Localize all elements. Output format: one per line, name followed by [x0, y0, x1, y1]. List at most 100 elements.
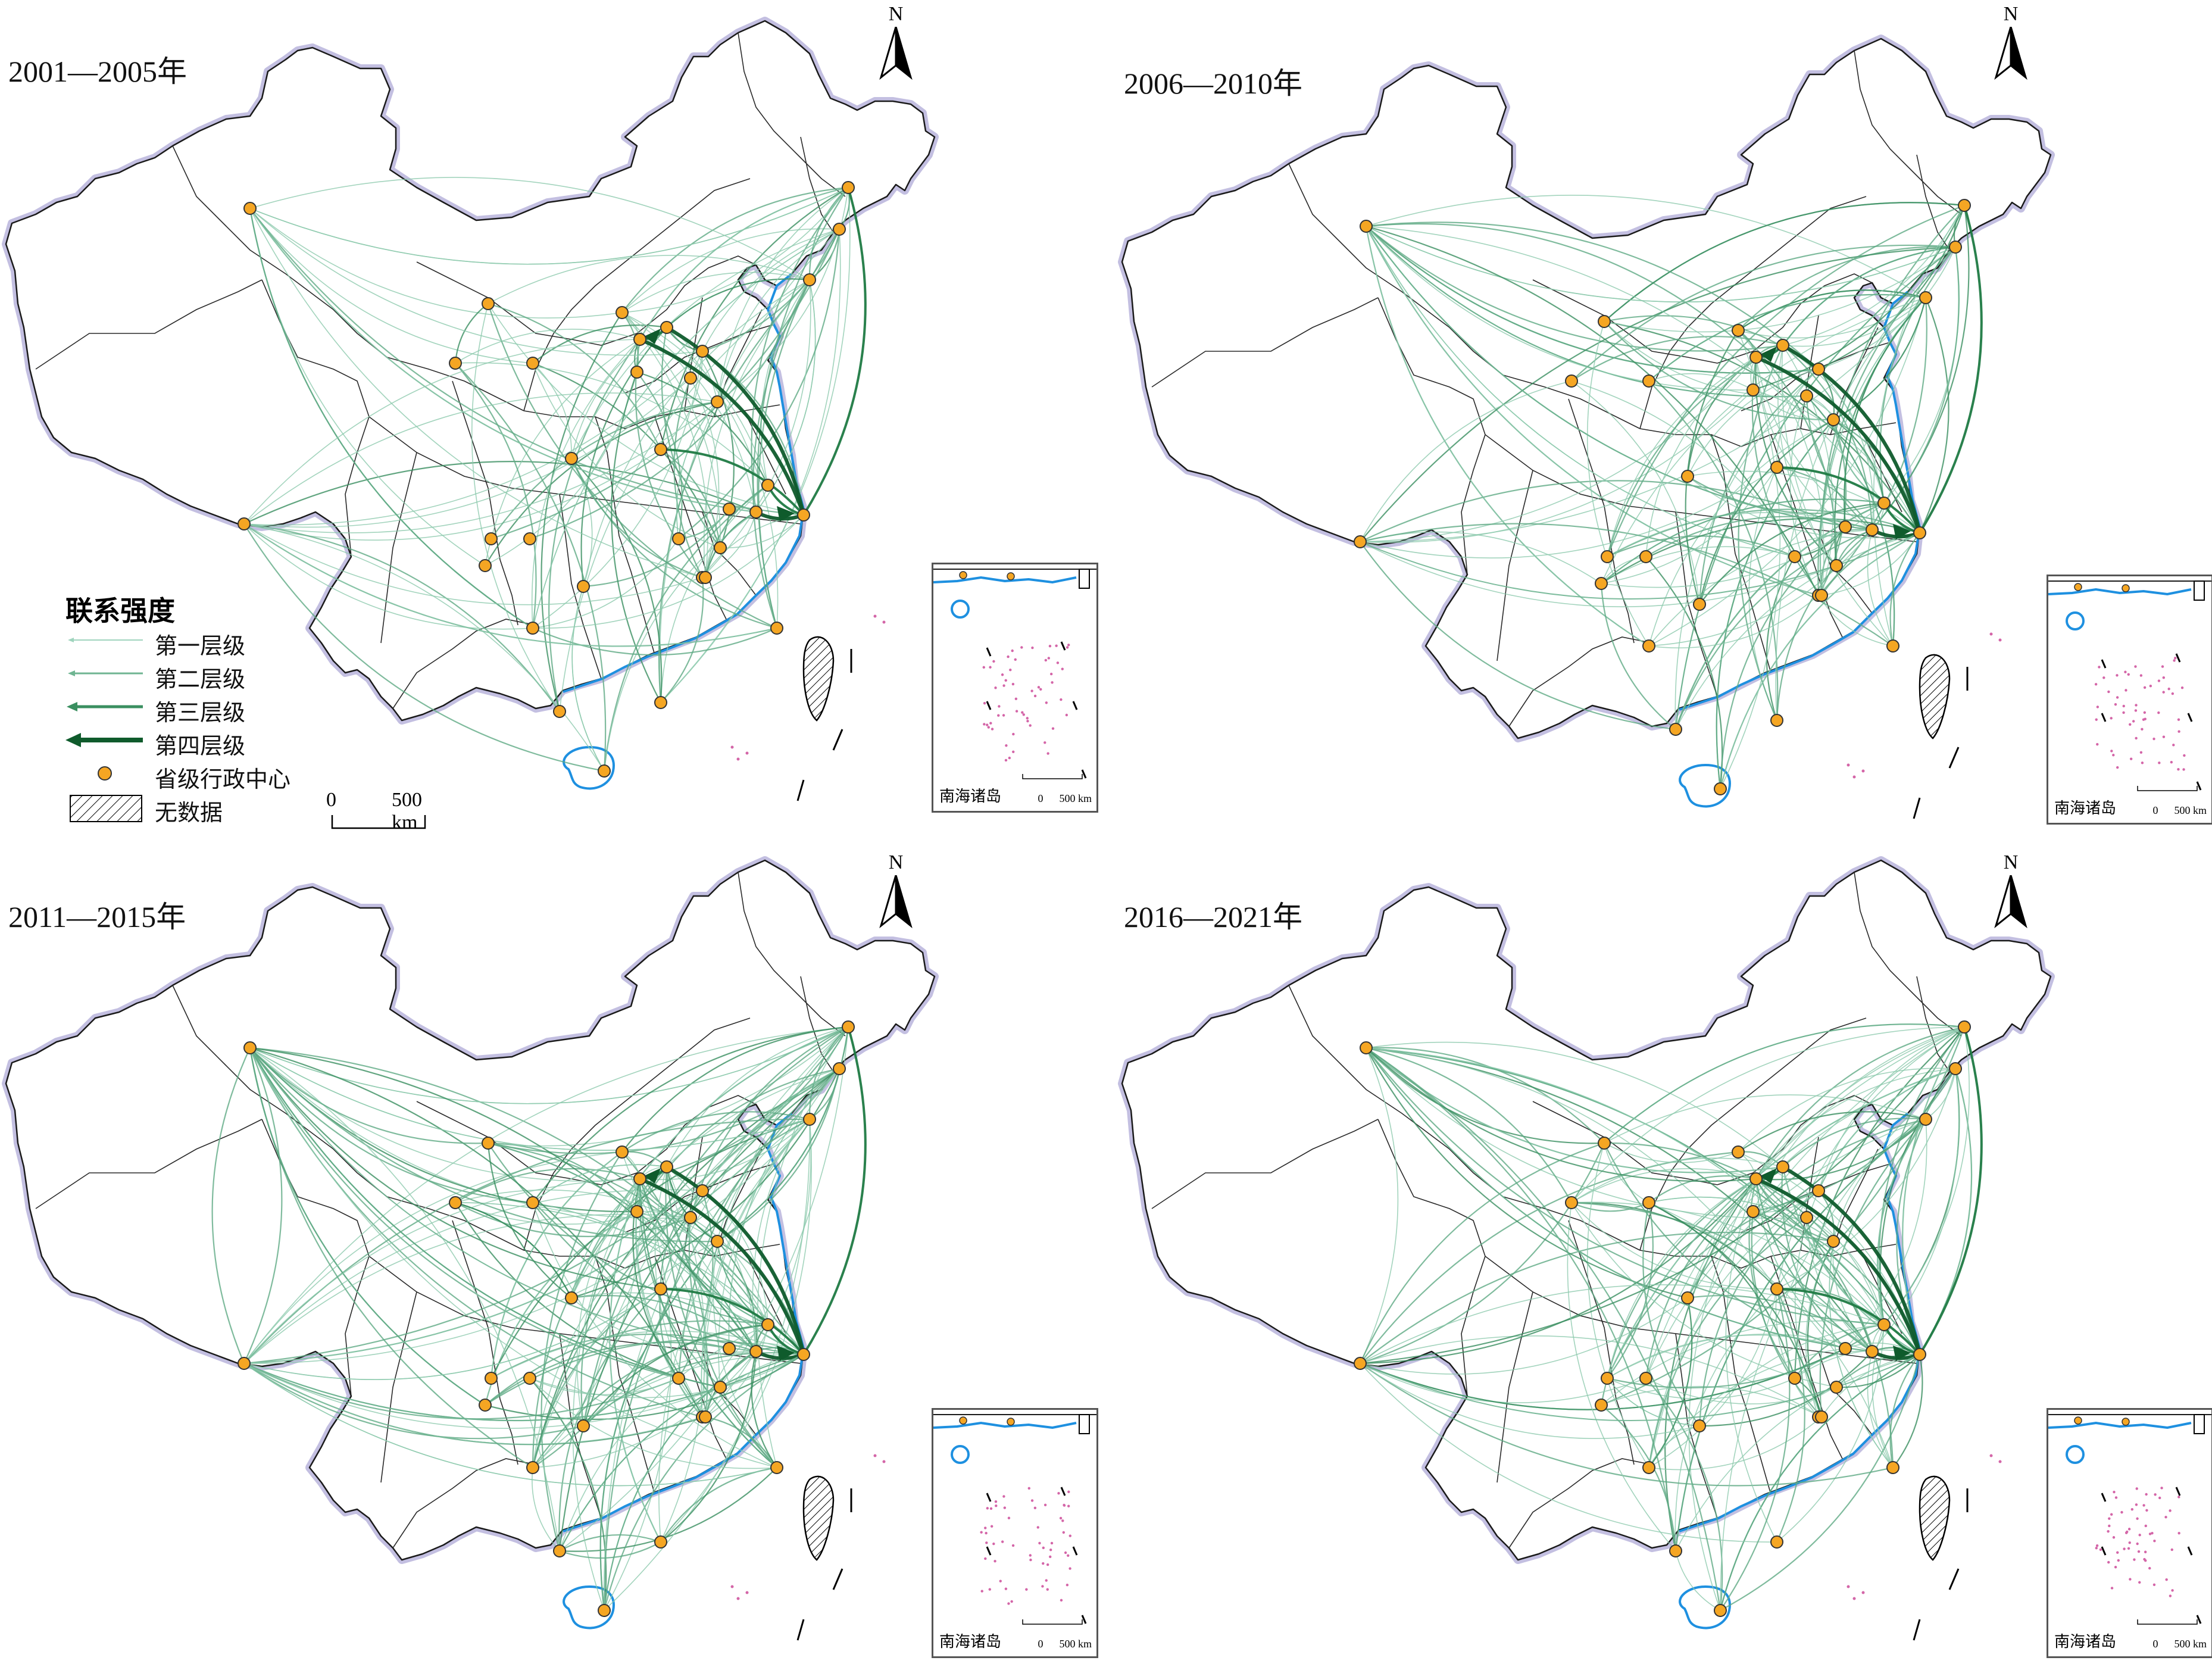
flow-link [658, 1119, 810, 1543]
inset-island-dot [1011, 649, 1014, 653]
inset-island-dot [2135, 1487, 2138, 1490]
flow-link [532, 1323, 768, 1468]
flow-link [1366, 226, 1819, 374]
flow-link [1782, 205, 1965, 346]
inset-island-dot [1001, 1540, 1004, 1543]
flow-link [532, 627, 777, 656]
flow-link [1720, 532, 1920, 789]
inset-island-dot [1015, 710, 1018, 713]
inset-boundary-dash [986, 1493, 992, 1502]
flow-link [1645, 516, 1873, 557]
inset-island-dot [2110, 750, 2113, 753]
inset-island-dot [989, 1507, 993, 1510]
inset-island-dot [1068, 1567, 1071, 1570]
province-border [1568, 398, 1635, 644]
provincial-capital-node [1827, 1235, 1840, 1248]
inset-hainan [951, 600, 970, 619]
provincial-capital-node [598, 1604, 611, 1617]
inset-islands [2048, 1414, 2211, 1625]
provincial-capital-node [797, 508, 810, 522]
provincial-capital-node [1749, 1172, 1763, 1185]
north-arrow-4: N [1990, 851, 2032, 929]
provincial-capital-node [1886, 1461, 1899, 1474]
strong-link [1919, 205, 1983, 534]
inset-island-dot [2137, 1550, 2141, 1553]
island-dot [745, 751, 749, 755]
flow-link [702, 351, 735, 548]
inset-boundary-dash [1081, 769, 1087, 779]
north-label: N [888, 851, 904, 873]
flow-link [751, 187, 849, 513]
flow-link [532, 1467, 560, 1552]
provincial-capital-node [577, 1419, 590, 1432]
flow-link [529, 1354, 804, 1399]
provincial-capital-node [711, 395, 724, 408]
boundary-dash [832, 1568, 843, 1590]
flow-link [1360, 1231, 1834, 1364]
provincial-capital-node [654, 696, 667, 709]
strong-link [1782, 1165, 1922, 1355]
inset-island-dot [1060, 698, 1063, 701]
flow-link [1366, 226, 1885, 504]
flow-link [689, 1026, 849, 1218]
flow-link [666, 327, 779, 629]
flow-link [636, 1067, 840, 1212]
provincial-capital-node [833, 1062, 846, 1075]
flow-link [1366, 1047, 1807, 1219]
provincial-capital-node [761, 1318, 774, 1331]
flow-link [1782, 246, 1956, 346]
inset-island-dot [2135, 736, 2138, 740]
flow-link [488, 1142, 757, 1352]
arrow-icon [68, 670, 143, 676]
flow-link [660, 1068, 840, 1290]
flow-link [531, 339, 641, 629]
provincial-capital-node [523, 1372, 536, 1385]
flow-link [455, 1201, 572, 1298]
flow-link [243, 401, 718, 533]
flow-link [1604, 1143, 1846, 1350]
flow-link [1698, 369, 1819, 605]
inset-boundary-dash [986, 701, 992, 710]
inset-node [959, 571, 967, 579]
flow-link [1817, 246, 1956, 596]
inset-hatch-edge [2194, 1414, 2205, 1434]
flow-link [532, 229, 840, 629]
flow-link [717, 1241, 757, 1352]
inset-island-dot [2095, 718, 2098, 721]
inset-island-dot [1046, 752, 1049, 755]
scale-bar: 0 500 km [326, 789, 433, 836]
flow-link [485, 1320, 768, 1406]
island-dot [1861, 1591, 1865, 1594]
flow-link [249, 187, 849, 265]
arrow-head [1760, 347, 1777, 362]
inset-island-dot [2158, 761, 2161, 764]
flow-link [487, 303, 777, 629]
provincial-capital-node [1642, 1461, 1655, 1474]
provincial-capital-node [485, 532, 498, 545]
flow-link [720, 514, 804, 548]
flow-link [604, 511, 757, 772]
flow-link [1607, 1202, 1654, 1379]
flow-link [1601, 498, 1885, 584]
provincial-capital-node [598, 764, 611, 778]
inset-island-dot [2108, 1517, 2111, 1520]
hainan-island [563, 1585, 615, 1630]
flow-link [1648, 529, 1873, 647]
inset-island-dot [1002, 1495, 1005, 1498]
flow-link [1755, 1026, 1965, 1179]
provincial-capital-node [1598, 315, 1611, 328]
provincial-capital-node [633, 333, 646, 346]
north-arrow-2: N [1990, 3, 2032, 80]
flow-link [1674, 1288, 1777, 1552]
island-dot [873, 614, 877, 618]
flow-link [1571, 1201, 1649, 1212]
flow-link [490, 401, 718, 539]
inset-node [1007, 572, 1015, 580]
provincial-capital-node [1747, 383, 1760, 397]
provincial-capital-node [672, 532, 685, 545]
inset-boundary-dash [986, 1546, 992, 1556]
hainan-island [1679, 1585, 1731, 1630]
inset-island-dot [1061, 1519, 1064, 1522]
flow-link [487, 1143, 572, 1298]
inset-island-dot [2116, 696, 2119, 699]
